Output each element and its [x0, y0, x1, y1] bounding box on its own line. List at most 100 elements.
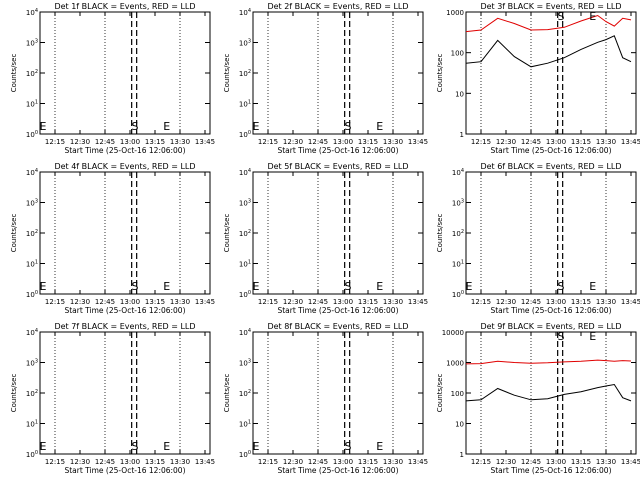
x-axis-label: Start Time (25-Oct-16 12:06:00): [277, 466, 398, 475]
y-tick-label: 103: [239, 359, 251, 368]
y-tick-label: 102: [239, 69, 251, 78]
panel-det-2: Det 2f BLACK = Events, RED = LLD 100 101 10…: [223, 2, 428, 155]
x-tick-label: 13:45: [195, 138, 215, 146]
panel-title: Det 8f BLACK = Events, RED = LLD: [267, 322, 408, 331]
marker-s: S: [345, 440, 352, 453]
x-tick-label: 13:45: [195, 298, 215, 306]
x-tick-label: 13:00: [546, 138, 566, 146]
marker-e: E: [253, 440, 260, 453]
x-tick-label: 13:30: [170, 138, 190, 146]
x-tick-label: 13:30: [383, 298, 403, 306]
series-events: [465, 35, 632, 68]
y-tick-label: 100: [26, 130, 38, 139]
y-tick-label: 101: [239, 260, 251, 269]
y-tick-label: 101: [239, 420, 251, 429]
x-tick-label: 12:15: [471, 138, 491, 146]
y-tick-label: 1000: [446, 360, 464, 368]
panel-det-6: Det 6f BLACK = Events, RED = LLD 100 101 10…: [436, 162, 640, 315]
panel-det-7: Det 7f BLACK = Events, RED = LLD 100 101 10…: [10, 322, 215, 475]
x-axis-label: Start Time (25-Oct-16 12:06:00): [277, 306, 398, 315]
x-tick-label: 13:15: [571, 138, 591, 146]
marker-s: S: [132, 440, 139, 453]
marker-e: E: [253, 280, 260, 293]
y-tick-label: 103: [26, 199, 38, 208]
series-lld: [465, 359, 632, 365]
x-tick-label: 13:45: [408, 458, 428, 466]
y-axis-label: Counts/sec: [223, 214, 231, 253]
y-tick-label: 101: [452, 260, 464, 269]
x-tick-label: 13:00: [333, 458, 353, 466]
y-tick-label: 101: [26, 420, 38, 429]
x-tick-label: 13:00: [120, 138, 140, 146]
y-tick-label: 102: [26, 229, 38, 238]
y-tick-label: 100: [452, 290, 464, 299]
x-tick-label: 13:15: [145, 138, 165, 146]
x-tick-label: 12:15: [45, 138, 65, 146]
y-tick-label: 104: [452, 168, 464, 177]
marker-s: S: [558, 280, 565, 293]
x-tick-label: 12:45: [308, 298, 328, 306]
y-axis-label: Counts/sec: [223, 374, 231, 413]
marker-s: S: [558, 10, 565, 23]
x-tick-label: 13:15: [358, 458, 378, 466]
y-tick-label: 104: [239, 328, 251, 337]
y-tick-label: 102: [26, 69, 38, 78]
x-axis-label: Start Time (25-Oct-16 12:06:00): [64, 466, 185, 475]
x-tick-label: 12:15: [258, 458, 278, 466]
x-tick-label: 12:15: [258, 298, 278, 306]
y-axis-label: Counts/sec: [223, 54, 231, 93]
panel-det-4: Det 4f BLACK = Events, RED = LLD 100 101 10…: [10, 162, 215, 315]
x-tick-label: 13:00: [333, 138, 353, 146]
y-tick-label: 103: [452, 199, 464, 208]
y-tick-label: 104: [26, 328, 38, 337]
x-tick-label: 12:45: [308, 138, 328, 146]
x-tick-label: 12:30: [70, 298, 90, 306]
y-tick-label: 100: [26, 290, 38, 299]
plot-frame: [252, 11, 424, 135]
x-tick-label: 12:15: [45, 458, 65, 466]
x-tick-label: 13:45: [408, 138, 428, 146]
series-events: [465, 383, 632, 402]
y-tick-label: 101: [26, 100, 38, 109]
x-tick-label: 12:45: [521, 138, 541, 146]
x-tick-label: 13:30: [596, 138, 616, 146]
series-lld: [465, 14, 632, 33]
x-tick-label: 12:45: [521, 298, 541, 306]
marker-e: E: [40, 280, 47, 293]
y-tick-label: 1: [460, 131, 464, 139]
x-axis-label: Start Time (25-Oct-16 12:06:00): [490, 306, 611, 315]
plot-frame: [39, 331, 211, 455]
y-tick-label: 100: [451, 50, 464, 58]
x-axis-label: Start Time (25-Oct-16 12:06:00): [277, 146, 398, 155]
panel-det-5: Det 5f BLACK = Events, RED = LLD 100 101 10…: [223, 162, 428, 315]
x-tick-label: 13:45: [621, 458, 640, 466]
panel-title: Det 5f BLACK = Events, RED = LLD: [267, 162, 408, 171]
y-tick-label: 1: [460, 451, 464, 459]
x-tick-label: 13:00: [546, 298, 566, 306]
x-tick-label: 13:00: [120, 298, 140, 306]
marker-e: E: [376, 440, 383, 453]
x-tick-label: 12:15: [471, 458, 491, 466]
x-tick-label: 12:45: [95, 458, 115, 466]
panel-det-3: Det 3f BLACK = Events, RED = LLD 1 10 100 10…: [436, 2, 640, 155]
x-tick-label: 12:15: [45, 298, 65, 306]
x-tick-label: 12:30: [496, 138, 516, 146]
x-tick-label: 12:15: [258, 138, 278, 146]
x-tick-label: 13:30: [170, 458, 190, 466]
marker-s: S: [345, 280, 352, 293]
panel-title: Det 6f BLACK = Events, RED = LLD: [480, 162, 621, 171]
x-tick-label: 13:30: [383, 458, 403, 466]
y-axis-label: Counts/sec: [10, 214, 18, 253]
marker-s: S: [345, 120, 352, 133]
y-axis-label: Counts/sec: [10, 54, 18, 93]
y-tick-label: 103: [26, 39, 38, 48]
y-tick-label: 104: [26, 8, 38, 17]
panel-title: Det 2f BLACK = Events, RED = LLD: [267, 2, 408, 11]
x-tick-label: 13:30: [596, 298, 616, 306]
plot-frame: [465, 11, 637, 135]
marker-e: E: [40, 120, 47, 133]
x-tick-label: 13:15: [145, 298, 165, 306]
x-tick-label: 13:45: [621, 138, 640, 146]
x-tick-label: 13:45: [621, 298, 640, 306]
panel-title: Det 4f BLACK = Events, RED = LLD: [54, 162, 195, 171]
